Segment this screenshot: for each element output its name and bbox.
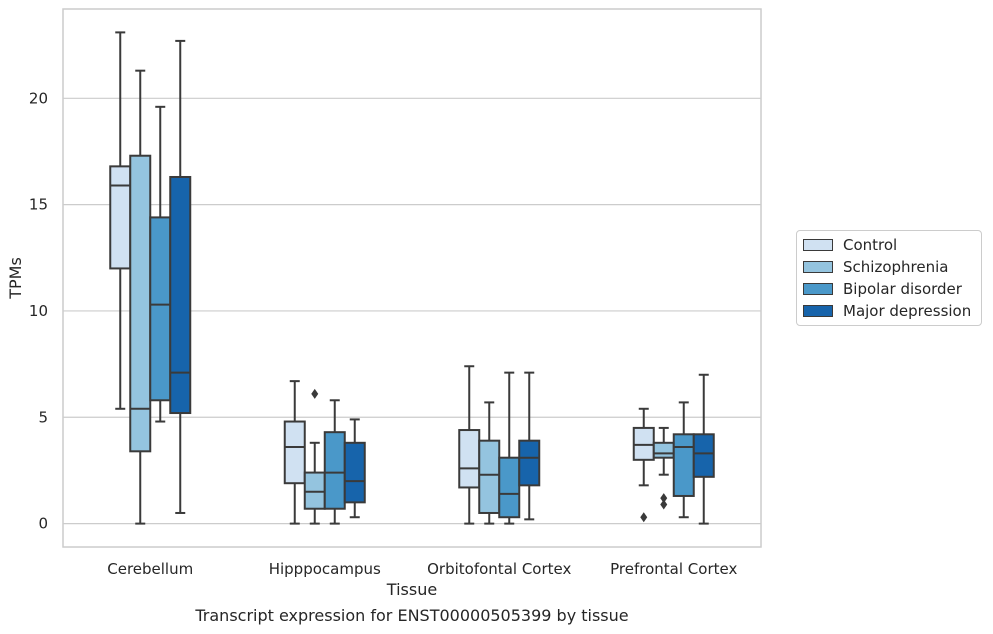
box-iqr xyxy=(692,433,715,478)
box-iqr xyxy=(283,420,306,485)
box-plots xyxy=(109,31,715,525)
box-iqr xyxy=(652,441,675,459)
legend-item: Major depression xyxy=(803,301,971,321)
outlier-point xyxy=(660,493,668,504)
legend-label: Bipolar disorder xyxy=(843,280,962,298)
legend: Control Schizophrenia Bipolar disorder M… xyxy=(796,230,982,326)
outlier-point xyxy=(311,388,319,399)
legend-item: Bipolar disorder xyxy=(803,279,962,299)
box-iqr xyxy=(323,431,346,510)
box-iqr xyxy=(632,426,655,461)
axis-ticks: 0 5 10 15 20 Cerebellum Hipppocampus Orbitofont… xyxy=(29,89,738,578)
box-plot xyxy=(692,373,715,525)
legend-swatch-control xyxy=(803,239,833,251)
box-iqr xyxy=(129,154,152,453)
box-iqr xyxy=(343,441,366,504)
chart-caption: Transcript expression for ENST0000050539… xyxy=(195,606,629,625)
legend-label: Major depression xyxy=(843,302,972,320)
box-plot xyxy=(632,407,655,523)
outlier-point xyxy=(640,512,648,523)
x-tick-label: Cerebellum xyxy=(107,560,193,578)
box-plot xyxy=(498,371,521,525)
x-axis-label: Tissue xyxy=(386,580,437,599)
box-iqr xyxy=(109,165,132,270)
box-plot xyxy=(109,31,132,410)
x-tick-label: Orbitofontal Cortex xyxy=(427,560,571,578)
box-plot xyxy=(169,39,192,514)
legend-swatch-bipolar-disorder xyxy=(803,283,833,295)
x-tick-label: Prefrontal Cortex xyxy=(610,560,737,578)
y-tick-label: 15 xyxy=(29,196,48,214)
box-iqr xyxy=(498,456,521,519)
box-plot xyxy=(343,418,366,519)
box-plot xyxy=(652,426,675,510)
legend-label: Control xyxy=(843,236,898,254)
y-tick-label: 0 xyxy=(38,515,48,533)
box-iqr xyxy=(478,439,501,514)
legend-label: Schizophrenia xyxy=(843,258,949,276)
plot-area-frame xyxy=(62,8,762,548)
x-tick-label: Hipppocampus xyxy=(269,560,381,578)
box-iqr xyxy=(518,439,541,487)
y-axis-label: TPMs xyxy=(6,257,25,300)
box-plot xyxy=(283,380,306,525)
legend-item: Control xyxy=(803,235,897,255)
box-iqr xyxy=(149,216,172,402)
box-plot xyxy=(672,401,695,519)
y-tick-label: 10 xyxy=(29,302,48,320)
legend-swatch-schizophrenia xyxy=(803,261,833,273)
box-plot xyxy=(458,365,481,525)
box-plot xyxy=(518,371,541,521)
outlier-point xyxy=(660,499,668,510)
box-plot xyxy=(478,401,501,525)
box-plot xyxy=(323,399,346,525)
box-iqr xyxy=(303,471,326,510)
box-iqr xyxy=(458,429,481,489)
box-plot xyxy=(149,105,172,423)
y-tick-label: 20 xyxy=(29,89,48,107)
box-plot xyxy=(129,69,152,525)
box-iqr xyxy=(169,175,192,415)
legend-swatch-major-depression xyxy=(803,305,833,317)
legend-item: Schizophrenia xyxy=(803,257,948,277)
box-plot xyxy=(303,388,326,525)
y-tick-label: 5 xyxy=(38,408,48,426)
box-iqr xyxy=(672,433,695,497)
